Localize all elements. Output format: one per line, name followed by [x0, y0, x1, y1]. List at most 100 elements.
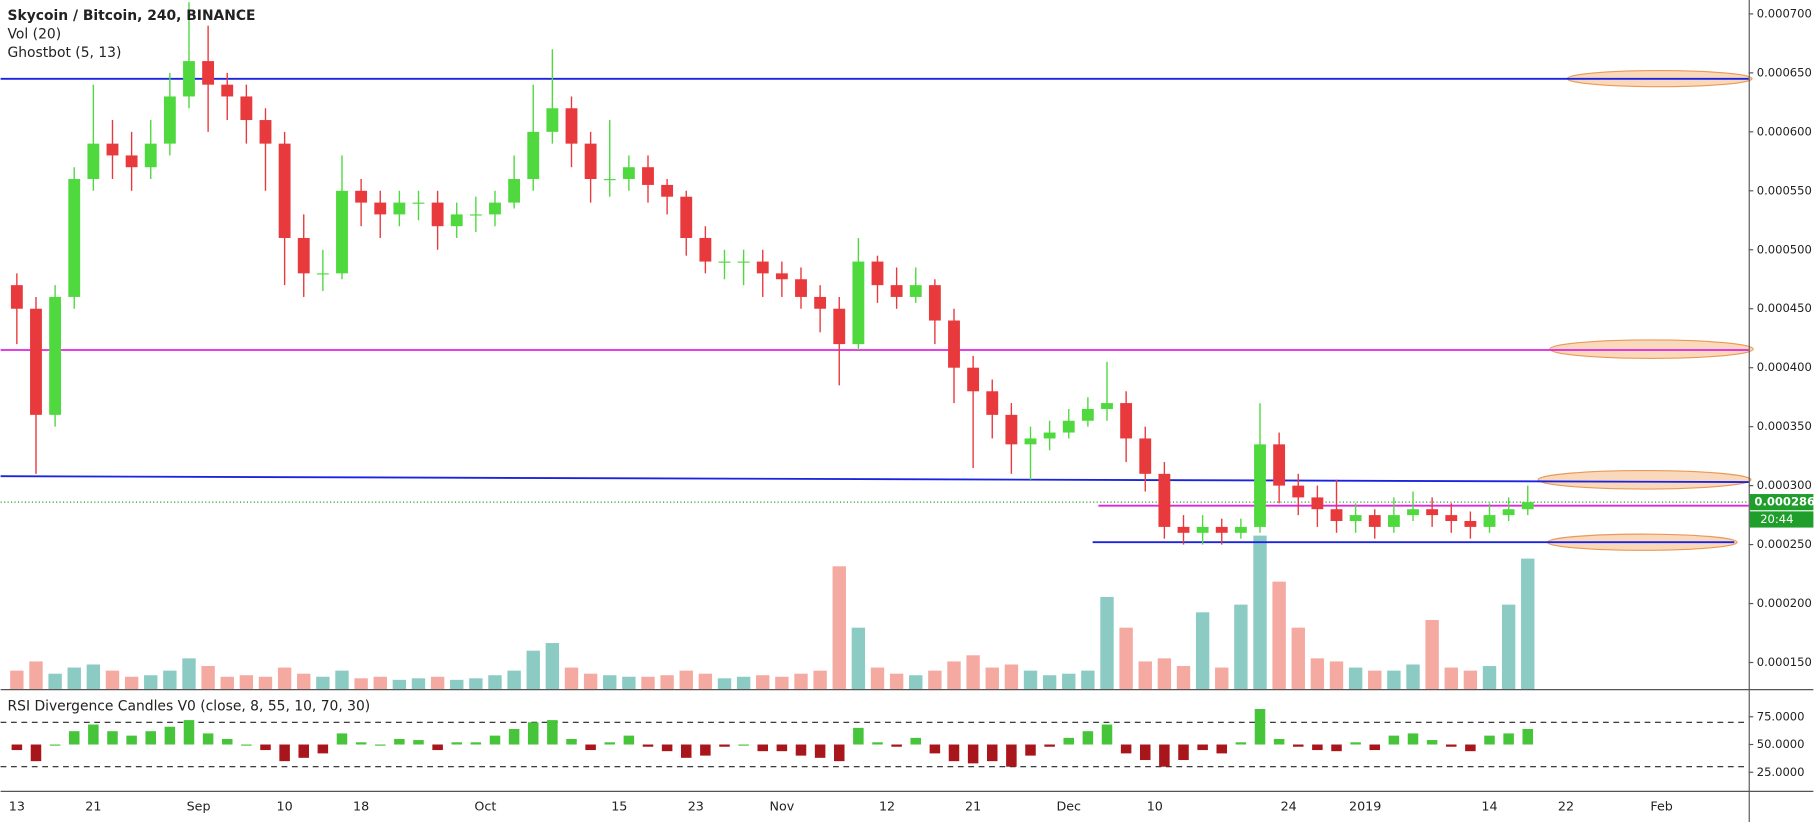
- rsi-bar: [470, 742, 482, 745]
- candle-body: [680, 196, 693, 238]
- x-tick-label: 2019: [1349, 798, 1381, 813]
- volume-bar: [1195, 612, 1210, 690]
- rsi-bar: [1388, 735, 1400, 745]
- volume-bar: [335, 670, 349, 690]
- rsi-bar: [68, 731, 80, 745]
- x-tick-label: Dec: [1056, 798, 1081, 813]
- volume-bar: [182, 658, 196, 690]
- rsi-bar: [719, 744, 730, 747]
- rsi-bar: [1197, 744, 1208, 751]
- candle-body: [795, 279, 807, 297]
- volume: [10, 535, 1535, 690]
- volume-bar: [736, 676, 751, 690]
- candle-body: [1081, 408, 1094, 421]
- volume-bar: [947, 661, 961, 690]
- rsi-bar: [451, 742, 463, 745]
- rsi-bar: [1178, 744, 1189, 761]
- volume-bar: [411, 678, 426, 690]
- rsi-bar: [738, 744, 749, 746]
- candle-body: [1005, 414, 1018, 445]
- candle-body: [259, 120, 272, 144]
- candle-body: [374, 202, 387, 215]
- volume-bar: [124, 676, 139, 690]
- volume-bar: [105, 670, 120, 690]
- candle-body: [1349, 515, 1362, 522]
- candle-body: [986, 391, 999, 415]
- rsi-bar: [757, 744, 769, 752]
- volume-bar: [1062, 673, 1076, 690]
- volume-bar: [756, 675, 770, 690]
- rsi-bar: [680, 744, 692, 758]
- rsi-bar: [700, 744, 711, 756]
- rsi-bar: [661, 744, 673, 752]
- y-tick-label: 0.000200: [1757, 596, 1812, 610]
- rsi-bar: [183, 720, 195, 745]
- rsi-bar: [241, 744, 252, 746]
- rsi-bar: [1426, 740, 1438, 745]
- volume-bar: [1521, 558, 1535, 690]
- rsi-bar: [547, 720, 558, 745]
- rsi-bar: [566, 738, 577, 745]
- last-price-label: 0.000286: [1754, 495, 1814, 509]
- volume-bar: [297, 673, 311, 690]
- candle-body: [1215, 526, 1228, 533]
- y-tick-label: 0.000700: [1757, 6, 1812, 20]
- candle-body: [1139, 438, 1152, 474]
- volume-bar: [1176, 666, 1191, 690]
- rsi-bar: [1484, 735, 1495, 745]
- rsi-bar: [508, 728, 520, 745]
- volume-bar: [698, 673, 713, 690]
- candle-body: [1330, 509, 1343, 522]
- rsi-bar: [1063, 737, 1075, 745]
- volume-bar: [1348, 667, 1363, 690]
- volume-bar: [488, 675, 502, 690]
- rsi-bar: [1522, 728, 1534, 745]
- candle-body: [527, 131, 540, 180]
- rsi-bar: [88, 724, 99, 745]
- candle-body: [890, 285, 903, 297]
- candle-body: [1062, 420, 1075, 433]
- rsi-bar: [145, 731, 156, 745]
- volume-bar: [564, 667, 579, 690]
- candle-body: [489, 202, 501, 215]
- volume-bar: [1501, 604, 1516, 690]
- rsi-bar: [11, 744, 23, 751]
- volume-bar: [258, 676, 273, 690]
- volume-bar: [316, 676, 330, 690]
- rsi-bar: [795, 744, 807, 756]
- candle-body: [144, 143, 157, 168]
- candle-body: [508, 179, 521, 203]
- volume-bar: [450, 679, 464, 690]
- candle-body: [775, 273, 788, 280]
- rsi-bar: [814, 744, 826, 758]
- candle-body: [756, 261, 769, 274]
- countdown-label: 20:44: [1760, 512, 1793, 526]
- rsi-bar: [1350, 742, 1361, 745]
- axes: 13 21 Sep 10 18 Oct 15 23 Nov 12 21 Dec 10 24 2019 14 22…: [9, 6, 1814, 813]
- x-tick-label: 23: [688, 798, 704, 813]
- volume-bar: [717, 678, 732, 690]
- candle-body: [584, 143, 597, 180]
- rsi-bar: [1503, 733, 1514, 745]
- y-tick-label: 25.0000: [1757, 765, 1805, 779]
- candle-body: [1483, 515, 1496, 527]
- volume-bar: [1004, 664, 1019, 690]
- rsi-bar: [1139, 744, 1151, 761]
- candle-body: [928, 285, 941, 321]
- candle-body: [412, 202, 425, 204]
- candle-body: [833, 308, 846, 345]
- candle-body: [355, 190, 368, 203]
- volume-bar: [1482, 666, 1497, 690]
- y-tick-label: 0.000650: [1757, 65, 1812, 79]
- candle-body: [1502, 509, 1515, 516]
- volume-bar: [1215, 667, 1229, 690]
- candle-body: [183, 61, 195, 97]
- rsi-bar: [1465, 744, 1476, 752]
- candle-body: [1464, 521, 1477, 527]
- x-tick-label: 18: [353, 798, 369, 813]
- candle-body: [163, 96, 176, 144]
- candle-body: [221, 84, 234, 97]
- rsi-bar: [394, 738, 405, 745]
- volume-bar: [832, 566, 846, 690]
- rsi-bar: [107, 731, 118, 745]
